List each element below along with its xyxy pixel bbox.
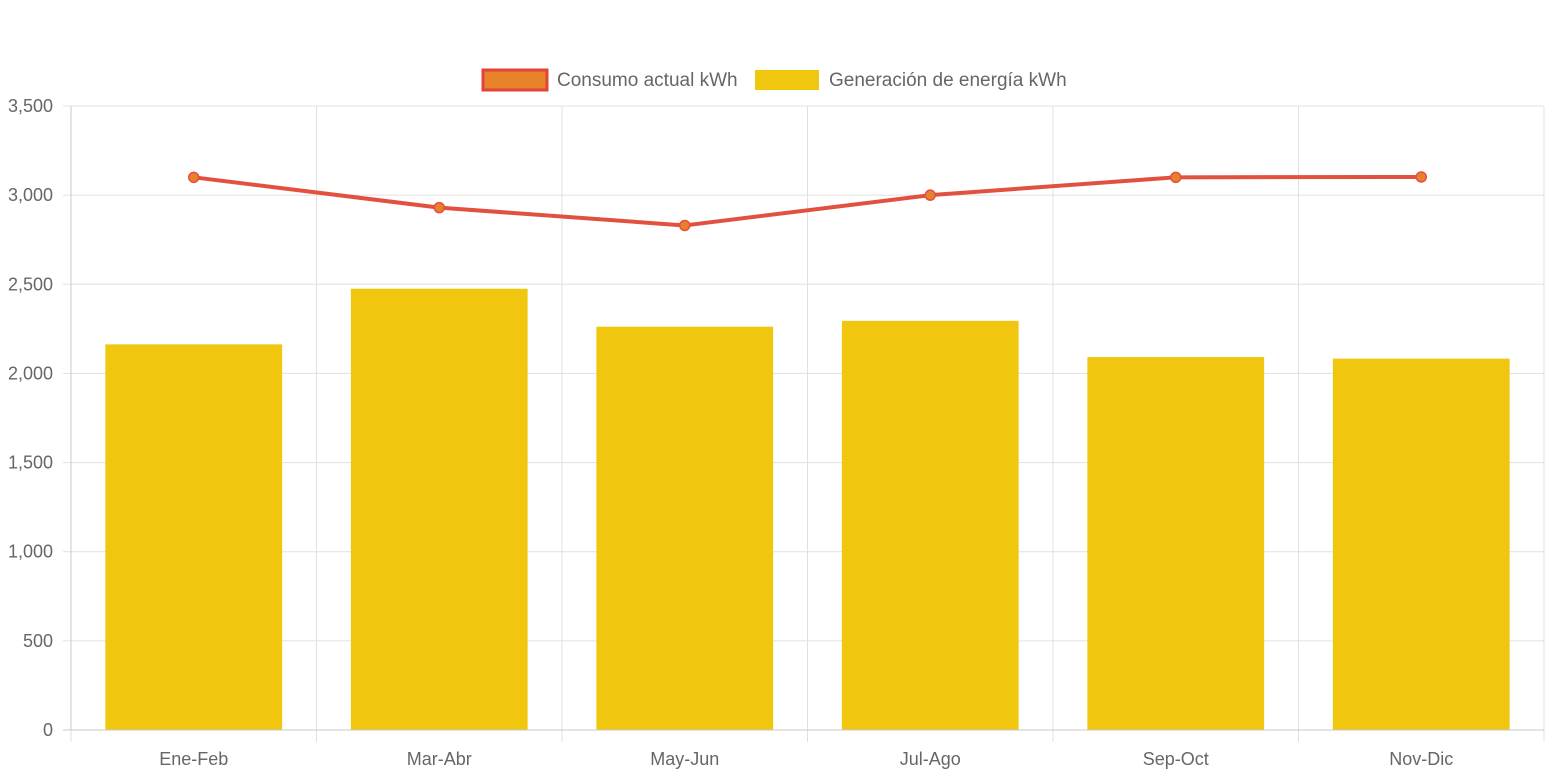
bar-generacion[interactable] xyxy=(1332,358,1510,730)
bar-layer xyxy=(105,288,1510,730)
grid-layer xyxy=(63,105,1545,742)
point-consumo[interactable] xyxy=(1415,171,1427,183)
line-consumo xyxy=(193,174,1422,228)
y-tick-label: 3,500 xyxy=(8,96,53,116)
y-tick-label: 500 xyxy=(23,631,53,651)
legend-label-generacion: Generación de energía kWh xyxy=(829,70,1067,91)
x-tick-label: May-Jun xyxy=(650,749,719,769)
bar-generacion[interactable] xyxy=(1087,357,1265,730)
legend: Consumo actual kWh Generación de energía… xyxy=(481,68,1067,92)
legend-item-consumo[interactable]: Consumo actual kWh xyxy=(481,68,738,92)
legend-swatch-consumo xyxy=(481,68,549,92)
y-tick-label: 2,500 xyxy=(8,274,53,294)
y-tick-label: 3,000 xyxy=(8,185,53,205)
point-consumo[interactable] xyxy=(1170,171,1182,184)
legend-label-consumo: Consumo actual kWh xyxy=(557,70,738,91)
legend-swatch-generacion xyxy=(755,70,819,90)
y-tick-label: 1,500 xyxy=(8,453,53,473)
point-consumo[interactable] xyxy=(433,201,445,214)
bar-generacion[interactable] xyxy=(841,320,1019,730)
bar-generacion[interactable] xyxy=(350,288,528,730)
y-tick-label: 0 xyxy=(43,720,53,740)
line-layer xyxy=(188,171,1427,232)
x-tick-label: Sep-Oct xyxy=(1143,749,1209,769)
point-consumo[interactable] xyxy=(679,219,691,232)
x-tick-label: Jul-Ago xyxy=(900,749,961,769)
x-tick-label: Ene-Feb xyxy=(159,749,228,769)
x-tick-label: Mar-Abr xyxy=(407,749,472,769)
x-tick-label: Nov-Dic xyxy=(1389,749,1453,769)
y-tick-label: 2,000 xyxy=(8,363,53,383)
bar-generacion[interactable] xyxy=(596,326,774,730)
bar-generacion[interactable] xyxy=(105,344,283,730)
legend-item-generacion[interactable]: Generación de energía kWh xyxy=(755,70,1067,91)
axis-layer: 0 500 1,000 1,500 2,000 2,500 3,000 3,500 Ene-Fe… xyxy=(8,96,1544,769)
point-consumo[interactable] xyxy=(924,189,936,201)
point-consumo[interactable] xyxy=(188,171,200,184)
y-tick-label: 1,000 xyxy=(8,542,53,562)
